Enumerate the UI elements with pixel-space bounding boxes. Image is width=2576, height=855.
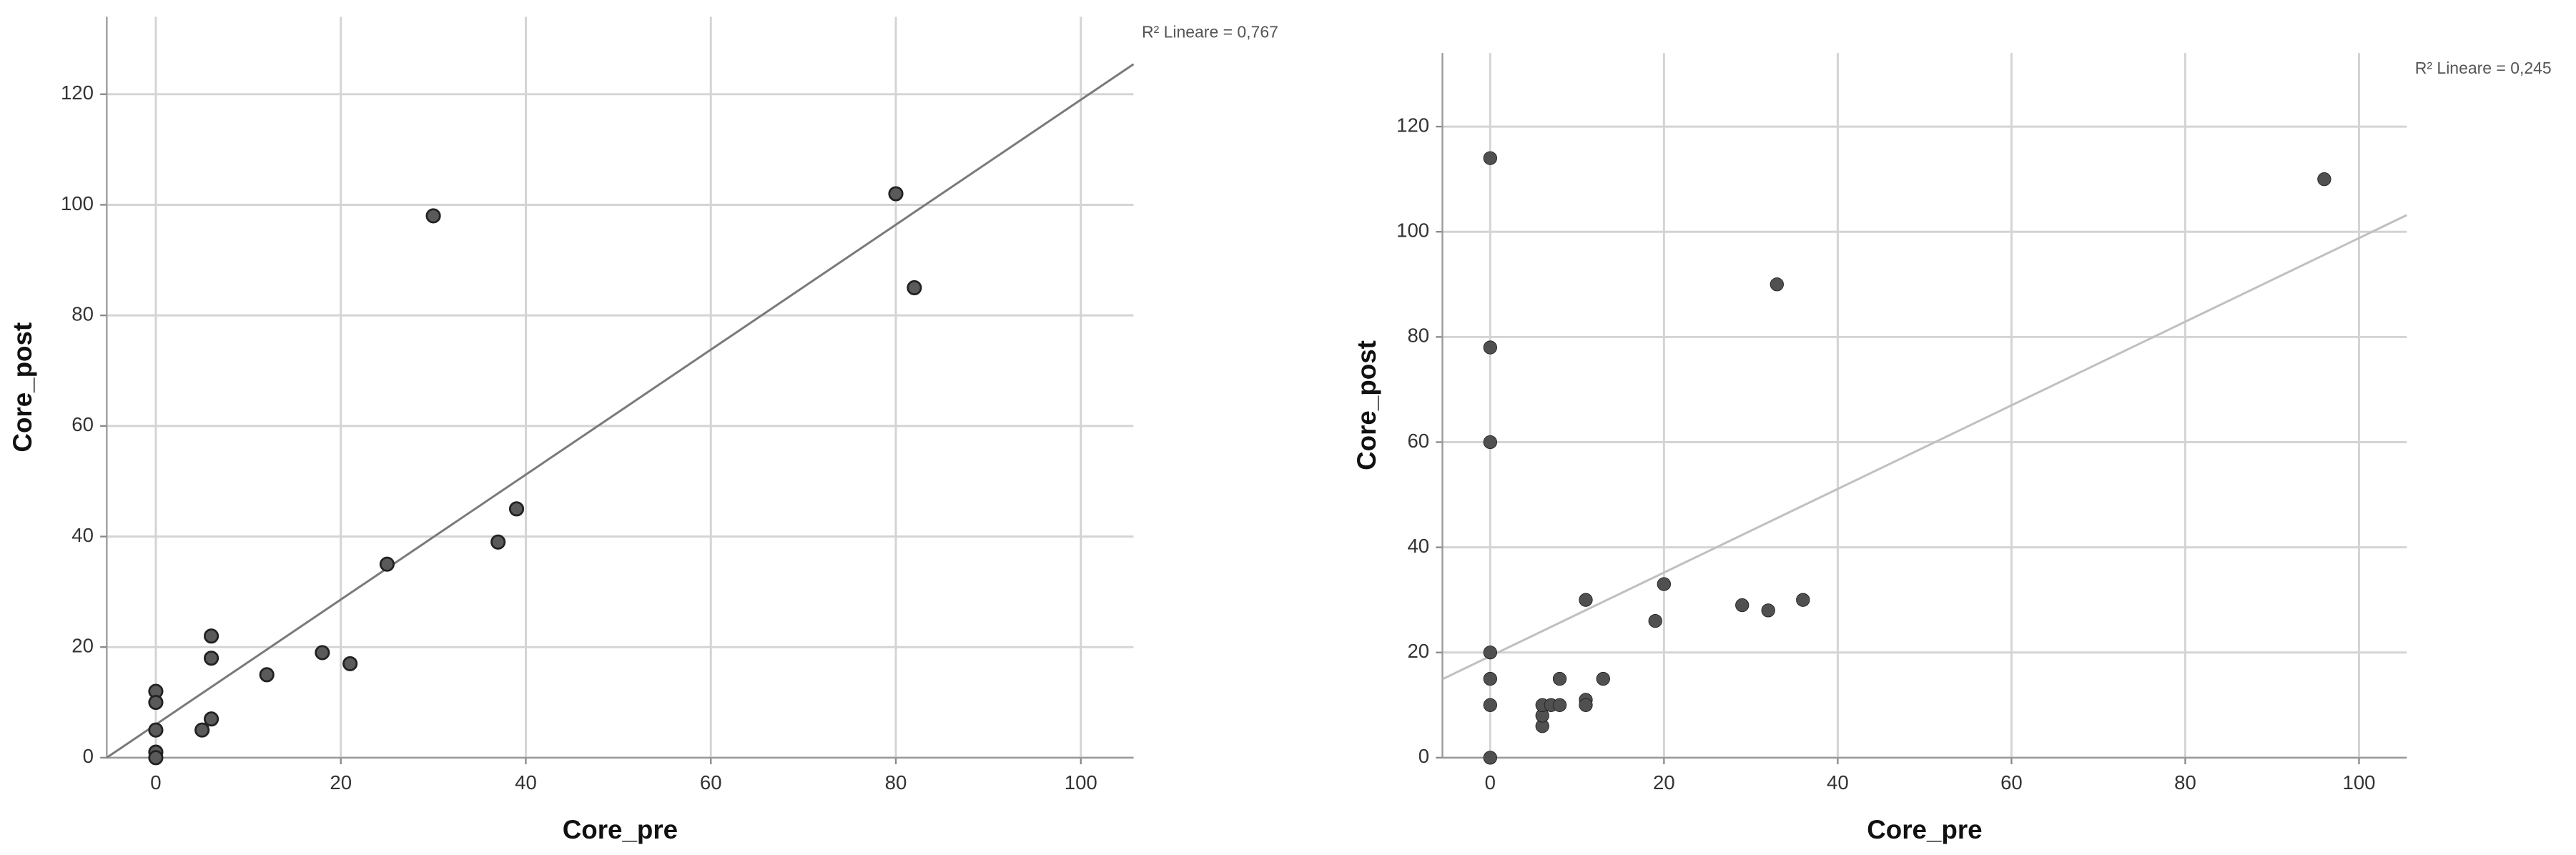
data-point [1657,577,1672,591]
y-tick-label: 20 [1407,640,1429,662]
data-point [1579,593,1593,607]
scatter-chart: 0 20 40 60 80 100 120 0 20 40 60 80 100 R² Lineare = … [1352,53,2552,844]
data-point [1552,671,1567,686]
data-point [508,501,525,517]
data-point [425,208,441,224]
data-point [342,656,358,671]
data-point [203,711,219,727]
x-tick-label: 80 [2174,771,2196,794]
data-point [1552,698,1567,712]
data-point [1796,593,1810,607]
data-point [148,750,164,766]
x-tick-label: 0 [1485,771,1496,794]
y-tick-label: 0 [83,745,94,767]
y-tick-label: 60 [1407,430,1429,452]
x-tick-label: 100 [1065,771,1097,794]
y-tick-label: 80 [71,302,94,325]
x-tick-label: 60 [700,771,722,794]
y-tick-label: 80 [1407,325,1429,347]
y-tick-label: 40 [71,524,94,546]
data-point [203,628,219,644]
y-tick-label: 100 [61,192,94,214]
data-point [1483,435,1497,450]
data-point [315,645,330,661]
data-point [2317,172,2331,187]
y-tick-label: 120 [61,81,94,104]
y-tick-label: 100 [1396,219,1429,241]
x-tick-label: 80 [885,771,907,794]
y-axis-label: Core_post [1352,340,1381,470]
data-point [888,186,904,202]
y-tick-label: 20 [71,634,94,656]
annotation: R² Lineare = 0,767 [1142,23,1278,41]
data-point [1761,603,1775,618]
y-axis-label: Core_post [8,322,37,453]
x-tick-label: 40 [1827,771,1849,794]
data-point [490,534,506,550]
data-point [203,651,219,666]
y-tick-label: 60 [71,413,94,435]
data-point [379,556,395,572]
x-tick-label: 20 [1653,771,1675,794]
data-point [148,722,164,738]
scatter-chart: 0 20 40 60 80 100 120 0 20 40 60 80 100 R² Lineare = … [8,16,1278,844]
x-tick-label: 60 [2000,771,2023,794]
data-point [1648,613,1662,628]
data-point [194,722,210,738]
data-point [148,694,164,711]
annotation: R² Lineare = 0,245 [2415,59,2552,77]
data-point [1596,671,1610,686]
data-point [1483,751,1497,765]
data-point [1483,340,1497,355]
data-point [1483,646,1497,660]
y-tick-label: 120 [1396,114,1429,136]
x-tick-label: 40 [515,771,537,794]
y-tick-label: 0 [1418,745,1429,767]
data-point [1483,698,1497,712]
x-tick-label: 100 [2342,771,2375,794]
fit-line [106,63,1135,759]
data-point [1579,698,1593,712]
data-point [1770,277,1784,292]
data-point [1483,151,1497,165]
x-axis-label: Core_pre [563,815,678,844]
x-tick-label: 20 [330,771,352,794]
data-point [1483,671,1497,686]
fit-line [1441,214,2407,681]
x-axis-label: Core_pre [1867,815,1982,844]
data-point [259,667,275,683]
x-tick-label: 0 [150,771,161,794]
data-point [1735,598,1750,613]
y-tick-label: 40 [1407,535,1429,557]
data-point [907,280,922,296]
